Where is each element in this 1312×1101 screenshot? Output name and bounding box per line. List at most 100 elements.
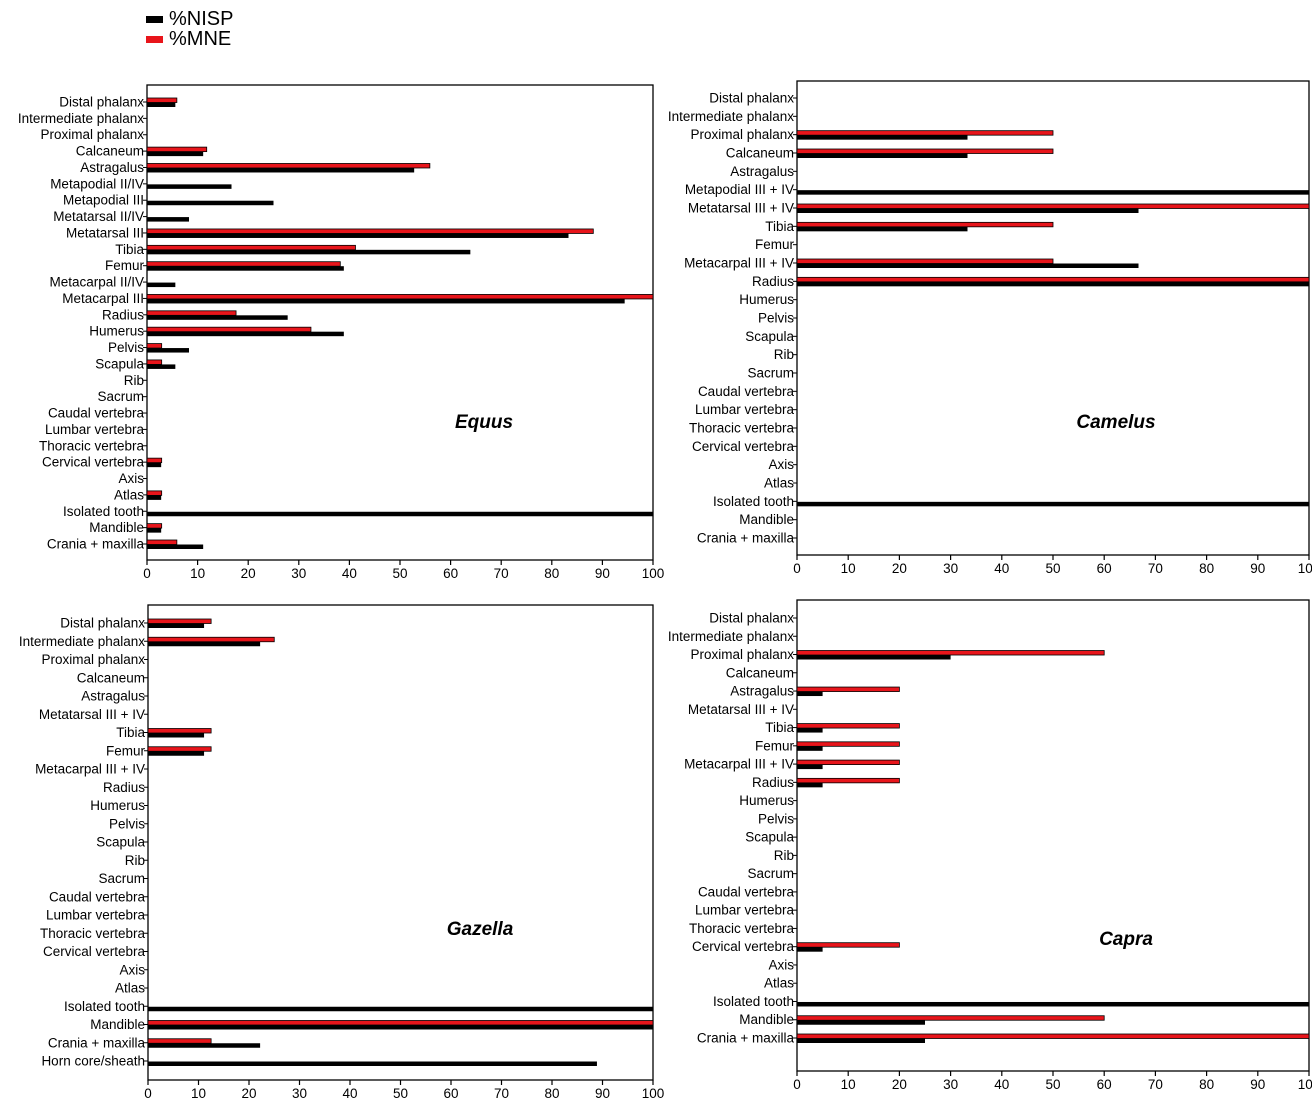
x-tick-label: 40 — [342, 566, 357, 581]
x-tick-label: 10 — [841, 1077, 856, 1092]
bar-mne — [146, 457, 163, 464]
bar-mne — [796, 686, 900, 692]
bar-mne — [146, 523, 163, 529]
bar-nisp — [797, 1001, 1309, 1007]
chart-panel-equus: 0 10 20 30 40 50 60 70 80 90 100 Distal phalanxInte… — [18, 84, 664, 581]
category-label: Metatarsal III + IV — [688, 702, 794, 717]
category-label: Isolated tooth — [63, 504, 144, 519]
x-tick-label: 30 — [292, 1086, 307, 1101]
category-label: Atlas — [764, 976, 794, 991]
bar-mne — [147, 746, 212, 752]
category-label: Thoracic vertebra — [689, 421, 795, 436]
category-label: Metatarsal II/IV — [53, 209, 144, 224]
bar-nisp — [147, 315, 288, 320]
category-label: Proximal phalanx — [690, 647, 794, 662]
chart-panel-camelus: 0 10 20 30 40 50 60 70 80 90 100 Distal phalanx Inte… — [668, 80, 1312, 576]
category-label: Intermediate phalanx — [19, 634, 145, 649]
category-label: Sacrum — [97, 389, 144, 404]
bar-mne — [146, 294, 654, 300]
bar-nisp — [797, 263, 1139, 268]
bar-mne — [146, 539, 178, 545]
legend-swatch-mne — [146, 35, 163, 43]
bar-mne — [147, 1038, 212, 1044]
x-tick-label: 20 — [241, 566, 256, 581]
category-label: Tibia — [116, 725, 145, 740]
bar-nisp — [147, 348, 189, 353]
legend-label-nisp: %NISP — [169, 8, 234, 30]
category-label: Caudal vertebra — [698, 884, 795, 899]
x-tick-label: 70 — [494, 1086, 509, 1101]
bar-nisp — [797, 1020, 925, 1025]
category-label: Sacrum — [747, 866, 794, 881]
x-tick-label: 50 — [1045, 561, 1060, 576]
category-label: Radius — [752, 775, 794, 790]
panel-title: Gazella — [447, 919, 514, 940]
bar-mne — [146, 97, 178, 103]
x-tick-label: 90 — [1250, 561, 1265, 576]
bar-nisp — [147, 462, 162, 468]
category-label: Pelvis — [758, 811, 794, 826]
category-label: Tibia — [115, 242, 144, 257]
x-tick-label: 70 — [1148, 561, 1163, 576]
category-label: Intermediate phalanx — [668, 109, 794, 124]
category-label: Scapula — [745, 830, 794, 845]
bar-mne — [796, 723, 900, 729]
bar-mne — [146, 261, 341, 267]
category-label: Axis — [118, 471, 144, 486]
category-label: Intermediate phalanx — [18, 111, 144, 126]
category-label: Caudal vertebra — [49, 889, 146, 904]
category-label: Scapula — [745, 329, 794, 344]
bar-nisp — [797, 281, 1309, 287]
category-label: Cervical vertebra — [692, 439, 795, 454]
category-label: Distal phalanx — [60, 616, 145, 631]
bar-mne — [146, 326, 312, 333]
x-tick-label: 100 — [642, 1086, 665, 1101]
x-tick-label: 10 — [841, 561, 856, 576]
bar-nisp — [797, 655, 951, 660]
bar-nisp — [147, 495, 162, 500]
bar-nisp — [148, 751, 205, 756]
bar-nisp — [797, 135, 968, 140]
bar-nisp — [147, 331, 344, 337]
category-label: Metacarpal II/IV — [49, 275, 144, 290]
category-label: Metapodial III — [63, 193, 144, 208]
chart-panel-gazella: 0 10 20 30 40 50 60 70 80 90 100 Distal phalanx Inte… — [19, 604, 665, 1101]
bar-mne — [796, 1015, 1105, 1021]
panel-title: Equus — [455, 412, 513, 433]
x-tick-label: 30 — [943, 561, 958, 576]
x-tick-label: 40 — [994, 561, 1009, 576]
x-tick-label: 100 — [1298, 561, 1312, 576]
category-label: Pelvis — [108, 340, 144, 355]
category-label: Astragalus — [80, 160, 144, 175]
category-label: Calcaneum — [77, 670, 145, 685]
bar-mne — [146, 244, 356, 251]
category-label: Pelvis — [758, 311, 794, 326]
category-label: Atlas — [764, 476, 794, 491]
bar-nisp — [147, 151, 204, 157]
bar-nisp — [148, 733, 205, 738]
category-label: Sacrum — [98, 871, 145, 886]
category-label: Femur — [106, 743, 146, 758]
category-label: Femur — [755, 237, 795, 252]
x-tick-label: 60 — [1097, 1077, 1112, 1092]
category-label: Axis — [768, 457, 794, 472]
bar-mne — [146, 146, 208, 153]
x-tick-label: 40 — [994, 1077, 1009, 1092]
category-label: Metatarsal III + IV — [688, 201, 794, 216]
bar-nisp — [797, 226, 968, 232]
bar-nisp — [147, 102, 176, 107]
category-label: Intermediate phalanx — [668, 629, 794, 644]
x-tick-label: 0 — [144, 1086, 152, 1101]
bar-nisp — [147, 233, 569, 238]
category-label: Crania + maxilla — [697, 531, 795, 546]
bar-nisp — [147, 217, 189, 222]
category-label: Humerus — [739, 292, 794, 307]
category-label: Humerus — [90, 798, 145, 813]
bar-nisp — [147, 528, 162, 533]
category-label: Humerus — [89, 324, 144, 339]
x-tick-label: 50 — [393, 1086, 408, 1101]
category-label: Astragalus — [730, 164, 794, 179]
bar-nisp — [148, 1061, 597, 1066]
bar-mne — [146, 310, 237, 316]
